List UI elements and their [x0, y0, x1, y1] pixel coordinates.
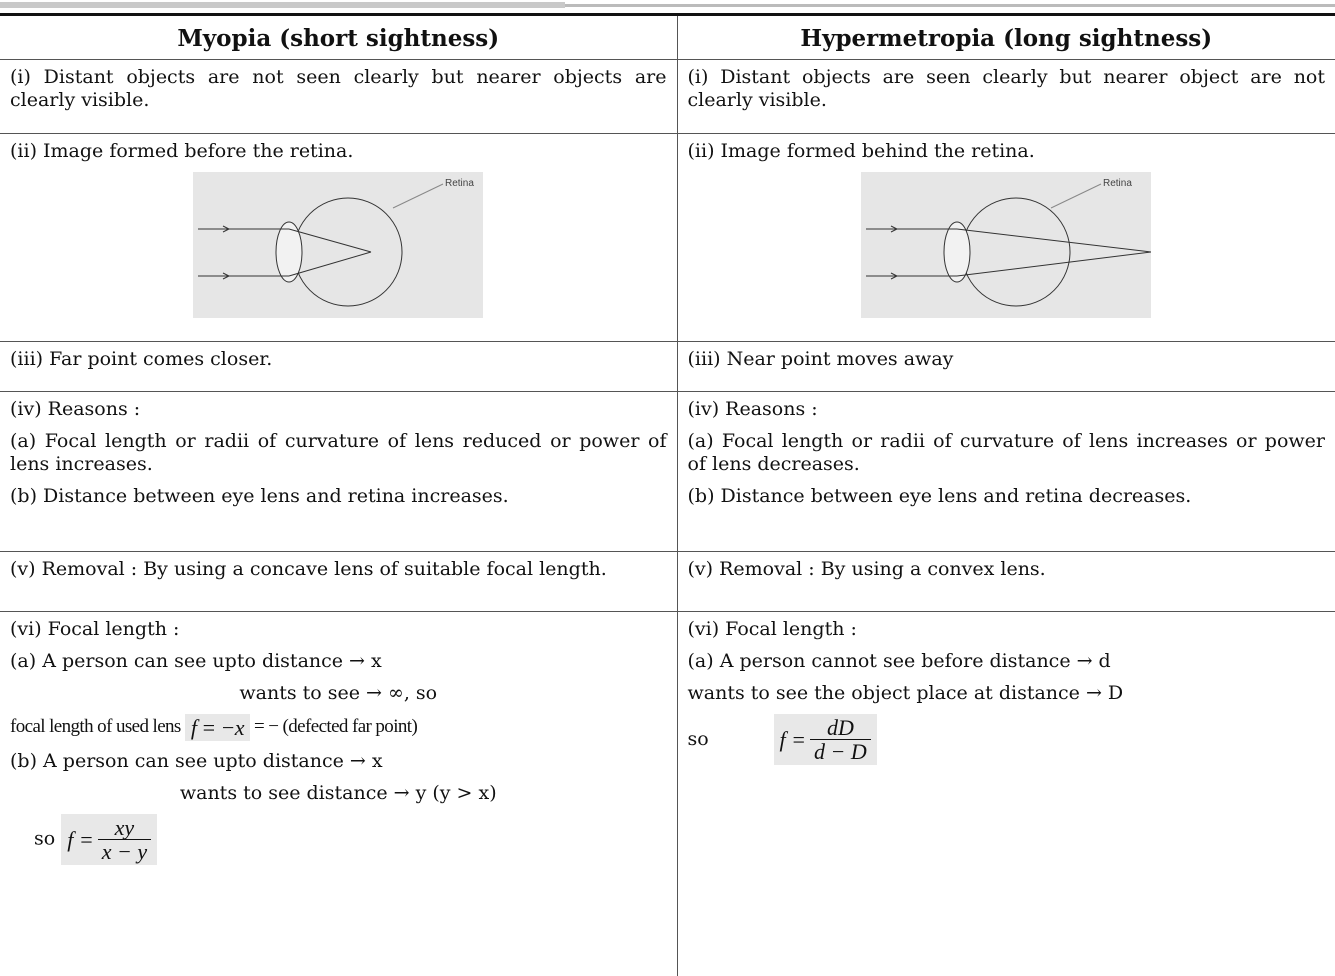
- text: (iii) Far point comes closer.: [10, 348, 273, 370]
- cell: (iv) Reasons : (a) Focal length or radii …: [0, 391, 678, 552]
- text: (b) Distance between eye lens and retina…: [10, 485, 509, 507]
- formula: f = dD d − D: [773, 714, 877, 765]
- text: f =: [67, 827, 94, 852]
- text: (v) Removal : By using a concave lens of…: [10, 558, 607, 580]
- text: (b) A person can see upto distance → x: [10, 750, 383, 772]
- text: (a) Focal length or radii of curvature o…: [687, 430, 1326, 475]
- cell: (v) Removal : By using a convex lens.: [676, 551, 1335, 612]
- text: = − (defected far point): [254, 715, 418, 737]
- text: (iii) Near point moves away: [687, 348, 954, 370]
- numerator: dD: [810, 716, 871, 740]
- numerator: xy: [97, 816, 152, 840]
- text: wants to see → ∞, so: [239, 682, 438, 704]
- text: wants to see the object place at distanc…: [687, 682, 1124, 704]
- text: (iv) Reasons :: [10, 398, 141, 420]
- myopia-diagram: Retina: [193, 172, 484, 318]
- text: (a) A person can see upto distance → x: [10, 650, 382, 672]
- denominator: d − D: [814, 739, 867, 764]
- formula: f = xy x − y: [61, 814, 158, 865]
- formula-line: so f = dD d − D: [688, 714, 1326, 765]
- diagram-label: Retina: [1103, 178, 1132, 189]
- cell: (iii) Near point moves away: [676, 341, 1335, 392]
- cell: (ii) Image formed before the retina. Ret…: [0, 133, 678, 342]
- cell: (iii) Far point comes closer.: [0, 341, 678, 392]
- cell: (i) Distant objects are seen clearly but…: [676, 59, 1335, 134]
- text: (vi) Focal length :: [687, 618, 857, 640]
- text: f =: [779, 727, 807, 752]
- text: (b) Distance between eye lens and retina…: [687, 485, 1192, 507]
- cell: (vi) Focal length : (a) A person can see…: [0, 611, 678, 976]
- cell: (vi) Focal length : (a) A person cannot …: [676, 611, 1335, 976]
- formula-line: so f = xy x − y: [10, 814, 667, 865]
- text: (a) A person cannot see before distance …: [687, 650, 1111, 672]
- text: (ii) Image formed behind the retina.: [687, 140, 1035, 162]
- diagram-label: Retina: [445, 178, 474, 189]
- formula-line: focal length of used lens f = −x = − (de…: [10, 714, 667, 741]
- text: so: [687, 727, 709, 750]
- text: so: [34, 827, 56, 850]
- text: (iv) Reasons :: [687, 398, 818, 420]
- text: (vi) Focal length :: [10, 618, 180, 640]
- formula: f = −x: [184, 714, 250, 741]
- text: (ii) Image formed before the retina.: [10, 140, 354, 162]
- text: (i) Distant objects are not seen clearly…: [10, 66, 667, 111]
- header-cell: Hypermetropia (long sightness): [676, 13, 1335, 60]
- cell: (iv) Reasons : (a) Focal length or radii …: [676, 391, 1335, 552]
- text: wants to see distance → y (y > x): [179, 782, 497, 804]
- top-bar: [0, 0, 1335, 14]
- header-cell: Myopia (short sightness): [0, 13, 678, 60]
- text: (v) Removal : By using a convex lens.: [687, 558, 1046, 580]
- text: (a) Focal length or radii of curvature o…: [10, 430, 667, 475]
- cell: (i) Distant objects are not seen clearly…: [0, 59, 678, 134]
- cell: (v) Removal : By using a concave lens of…: [0, 551, 678, 612]
- denominator: x − y: [101, 839, 148, 864]
- comparison-table: Myopia (short sightness) Hypermetropia (l…: [0, 13, 1335, 976]
- text: (i) Distant objects are seen clearly but…: [687, 66, 1326, 111]
- cell: (ii) Image formed behind the retina. Ret…: [676, 133, 1335, 342]
- hypermetropia-diagram: Retina: [861, 172, 1152, 318]
- text: focal length of used lens: [10, 715, 181, 737]
